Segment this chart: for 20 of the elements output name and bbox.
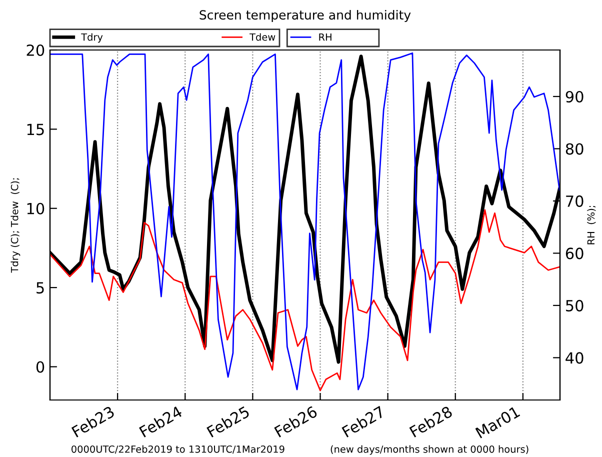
- y2-tick-label: 60: [566, 248, 584, 260]
- y-tick-label: 10: [27, 202, 44, 214]
- line-series: [50, 209, 560, 392]
- y2-axis-title: RH (%);: [587, 206, 596, 244]
- y2-tick-label: 50: [566, 300, 584, 312]
- y2-tick-label: 80: [566, 143, 584, 155]
- legend-label: RH: [319, 34, 332, 41]
- y2-tick-label: 70: [566, 195, 584, 207]
- y-tick-label: 5: [36, 282, 44, 294]
- legend-label: Tdew: [250, 33, 276, 41]
- y-tick-label: 15: [27, 124, 44, 136]
- legend-label: Tdry: [81, 33, 103, 43]
- y2-tick-label: 40: [566, 352, 584, 364]
- y-tick-label: 20: [26, 44, 44, 56]
- y-tick-label: 0: [36, 361, 44, 373]
- chart-title: Screen temperature and humidity: [200, 10, 411, 22]
- text: (new days/months shown at 0000 hours): [330, 445, 528, 455]
- text: 0000UTC/22Feb2019 to 1310UTC/1Mar2019: [72, 445, 284, 454]
- y-axis-title: Tdry (C); Tdew (C);: [10, 178, 20, 273]
- y2-tick-label: 90: [566, 90, 584, 103]
